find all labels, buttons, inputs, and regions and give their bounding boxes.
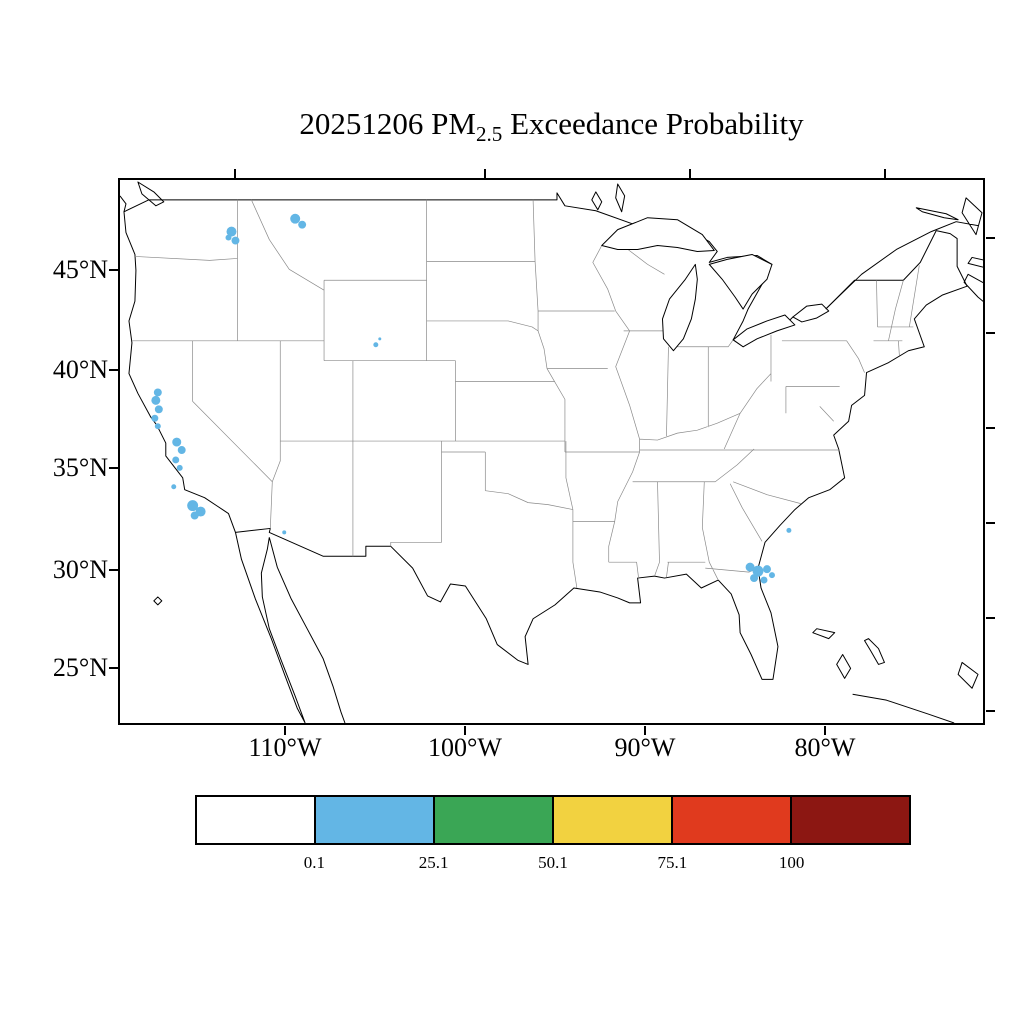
exceedance-patch [190, 511, 199, 520]
exceedance-patch [225, 234, 232, 241]
lon-label-90w: 90°W [614, 733, 676, 762]
axis-tick [824, 726, 826, 735]
exceedance-patch [151, 414, 159, 422]
axis-tick [109, 467, 118, 469]
title-text-suffix: Exceedance Probability [502, 106, 804, 141]
axis-tick [644, 726, 646, 735]
colorbar-cell-25.1-50.1 [433, 797, 552, 843]
coastline-borders [123, 192, 968, 680]
colorbar-tick-label: 50.1 [538, 853, 568, 872]
exceedance-patch [298, 220, 307, 229]
lon-label-100w: 100°W [428, 733, 502, 762]
colorbar-tick-label: 25.1 [418, 853, 449, 872]
axis-tick [986, 237, 995, 239]
lat-label-35n: 35°N [52, 453, 108, 482]
exceedance-patch [290, 213, 301, 224]
exceedance-patch [750, 574, 759, 583]
exceedance-patch [172, 456, 180, 464]
axis-tick [109, 269, 118, 271]
colorbar-cell-100 [790, 797, 909, 843]
exceedance-patch [786, 527, 792, 533]
exceedance-patch [282, 530, 287, 535]
exceedance-patch [153, 388, 162, 397]
us-map [120, 181, 983, 723]
exceedance-patch [151, 395, 161, 405]
colorbar-cell-75.1-100 [671, 797, 790, 843]
axis-tick [884, 169, 886, 178]
exceedance-patches-layer [151, 213, 792, 584]
intl-geography [120, 181, 983, 723]
exceedance-patch [763, 565, 771, 574]
lat-label-45n: 45°N [52, 255, 108, 284]
axis-tick [986, 427, 995, 429]
axis-tick [986, 617, 995, 619]
exceedance-patch [176, 464, 183, 471]
title-text: 20251206 PM [299, 106, 476, 141]
exceedance-patch [752, 565, 764, 577]
great-lakes [601, 217, 830, 352]
colorbar-tick-label: 0.1 [303, 853, 325, 872]
exceedance-patch [154, 423, 161, 430]
axis-tick [109, 667, 118, 669]
exceedance-patch [768, 572, 775, 579]
lat-label-25n: 25°N [52, 653, 108, 682]
figure-title: 20251206 PM2.5 Exceedance Probability [118, 106, 985, 147]
axis-tick [284, 726, 286, 735]
exceedance-patch [378, 337, 382, 341]
title-subscript: 2.5 [475, 122, 503, 147]
exceedance-patch [745, 562, 755, 572]
exceedance-patch [226, 226, 237, 237]
colorbar-tick-label: 100 [778, 853, 805, 872]
colorbar-cell-0.1-25.1 [314, 797, 433, 843]
axis-tick [464, 726, 466, 735]
exceedance-patch [373, 342, 379, 348]
exceedance-patch [154, 405, 163, 414]
lon-label-80w: 80°W [794, 733, 856, 762]
exceedance-patch [760, 576, 768, 584]
colorbar-cell-50.1-75.1 [552, 797, 671, 843]
exceedance-patch [171, 484, 177, 490]
lat-label-30n: 30°N [52, 555, 108, 584]
lat-label-40n: 40°N [52, 355, 108, 384]
axis-tick [986, 522, 995, 524]
axis-tick [109, 369, 118, 371]
state-boundaries [131, 199, 920, 589]
axis-tick [234, 169, 236, 178]
axis-tick [986, 332, 995, 334]
colorbar-ticks: 0.1 25.1 50.1 75.1 100 [195, 853, 911, 875]
colorbar-tick-label: 75.1 [657, 853, 688, 872]
exceedance-patch [187, 500, 199, 512]
colorbar-cell-0-0.1 [197, 797, 314, 843]
exceedance-patch [172, 437, 182, 447]
axis-tick [986, 710, 995, 712]
exceedance-patch [231, 236, 240, 245]
colorbar [195, 795, 911, 845]
axis-tick [484, 169, 486, 178]
axis-tick [689, 169, 691, 178]
exceedance-patch [177, 446, 186, 454]
lon-label-110w: 110°W [248, 733, 322, 762]
map-frame [118, 178, 985, 725]
axis-tick [109, 569, 118, 571]
